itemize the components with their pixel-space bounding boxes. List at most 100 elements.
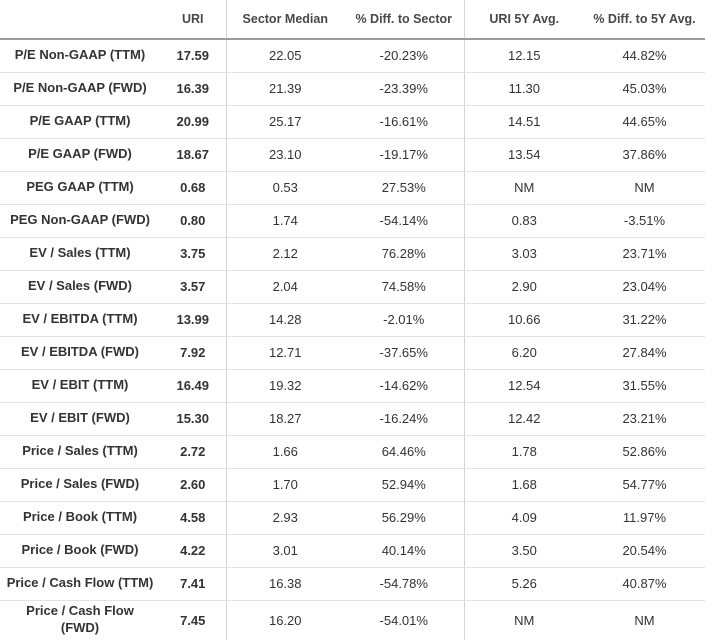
cell-diff_sector: -37.65% (344, 336, 464, 370)
cell-diff_5y: 23.71% (584, 237, 705, 271)
table-row: Price / Sales (TTM) 2.72 1.66 64.46% 1.78 52.… (0, 435, 705, 469)
cell-sector_median: 12.71 (225, 336, 344, 370)
column-header-sector-median: Sector Median (225, 0, 344, 40)
cell-uri: 0.68 (160, 171, 226, 205)
cell-uri_5y: 1.68 (463, 468, 584, 502)
cell-metric: Price / Cash Flow (TTM) (0, 567, 160, 601)
cell-diff_sector: -54.78% (344, 567, 464, 601)
table-row: Price / Sales (FWD) 2.60 1.70 52.94% 1.68 54.… (0, 468, 705, 502)
cell-uri_5y: NM (463, 600, 584, 640)
cell-diff_5y: 27.84% (584, 336, 705, 370)
cell-sector_median: 2.04 (225, 270, 344, 304)
header-row: URI Sector Median % Diff. to Sector URI … (0, 0, 705, 40)
cell-metric: EV / EBIT (TTM) (0, 369, 160, 403)
cell-diff_sector: -23.39% (344, 72, 464, 106)
cell-sector_median: 16.20 (225, 600, 344, 640)
cell-uri: 18.67 (160, 138, 226, 172)
cell-uri: 3.75 (160, 237, 226, 271)
cell-metric: Price / Cash Flow (FWD) (26, 603, 134, 636)
cell-metric: P/E Non-GAAP (TTM) (0, 39, 160, 73)
cell-sector_median: 18.27 (225, 402, 344, 436)
cell-diff_5y: -3.51% (584, 204, 705, 238)
table-row: EV / Sales (FWD) 3.57 2.04 74.58% 2.90 23.04% (0, 270, 705, 304)
cell-sector_median: 0.53 (225, 171, 344, 205)
cell-diff_5y: NM (634, 612, 655, 628)
cell-diff_5y: 44.65% (584, 105, 705, 139)
cell-uri: 7.92 (160, 336, 226, 370)
cell-diff_5y: 54.77% (584, 468, 705, 502)
table-header: URI Sector Median % Diff. to Sector URI … (0, 0, 705, 40)
cell-sector_median: 1.66 (225, 435, 344, 469)
cell-metric: P/E Non-GAAP (FWD) (0, 72, 160, 106)
cell-uri: 4.22 (160, 534, 226, 568)
table-row: Price / Book (FWD) 4.22 3.01 40.14% 3.50 20.5… (0, 534, 705, 568)
cell-uri: 16.39 (160, 72, 226, 106)
cell-uri_5y: 14.51 (463, 105, 584, 139)
cell-metric: Price / Sales (FWD) (0, 468, 160, 502)
cell-diff_5y: 45.03% (584, 72, 705, 106)
cell-diff_5y: 44.82% (584, 39, 705, 73)
cell-diff_5y: 31.55% (584, 369, 705, 403)
cell-uri_5y: 0.83 (463, 204, 584, 238)
cell-uri: 2.72 (160, 435, 226, 469)
cell-diff_5y: 52.86% (584, 435, 705, 469)
cell-sector_median: 25.17 (225, 105, 344, 139)
table-row: Price / Cash Flow (TTM) 7.41 16.38 -54.78% 5… (0, 567, 705, 601)
cell-diff_5y: 37.86% (584, 138, 705, 172)
table-row: EV / EBIT (TTM) 16.49 19.32 -14.62% 12.54 31.… (0, 369, 705, 403)
cell-sector_median: 2.12 (225, 237, 344, 271)
cell-uri: 2.60 (160, 468, 226, 502)
cell-diff_sector: 52.94% (344, 468, 464, 502)
cell-sector_median: 1.70 (225, 468, 344, 502)
cell-metric: P/E GAAP (FWD) (0, 138, 160, 172)
table-row: EV / EBITDA (FWD) 7.92 12.71 -37.65% 6.20 27.… (0, 336, 705, 370)
cell-diff_sector: -19.17% (344, 138, 464, 172)
cell-diff_5y: 11.97% (584, 501, 705, 535)
cell-sector_median: 2.93 (225, 501, 344, 535)
column-header-diff-to-5y-avg: % Diff. to 5Y Avg. (584, 0, 705, 40)
cell-uri_5y: 13.54 (463, 138, 584, 172)
cell-diff_sector: -16.24% (344, 402, 464, 436)
column-header-uri-5y-avg: URI 5Y Avg. (463, 0, 584, 40)
cell-diff_sector: -54.14% (344, 204, 464, 238)
cell-metric: Price / Book (TTM) (0, 501, 160, 535)
cell-uri: 17.59 (160, 39, 226, 73)
cell-uri_5y: 11.30 (463, 72, 584, 106)
table-row: P/E GAAP (FWD) 18.67 23.10 -19.17% 13.54 37.8… (0, 138, 705, 172)
table-row: P/E Non-GAAP (FWD) 16.39 21.39 -23.39% 11.30… (0, 72, 705, 106)
cell-metric: Price / Sales (TTM) (0, 435, 160, 469)
cell-diff_sector: 27.53% (344, 171, 464, 205)
table-row: PEG Non-GAAP (FWD) 0.80 1.74 -54.14% 0.83 -3.… (0, 204, 705, 238)
cell-metric: EV / Sales (TTM) (0, 237, 160, 271)
cell-uri_5y: NM (463, 171, 584, 205)
cell-uri: 7.45 (180, 612, 206, 628)
cell-diff_sector: 64.46% (344, 435, 464, 469)
cell-diff_5y: 40.87% (584, 567, 705, 601)
table-row: EV / EBIT (FWD) 15.30 18.27 -16.24% 12.42 23.… (0, 402, 705, 436)
cell-uri_5y: 12.54 (463, 369, 584, 403)
column-header-metric (0, 0, 160, 40)
cell-uri: 3.57 (160, 270, 226, 304)
cell-sector_median: 1.74 (225, 204, 344, 238)
table-row: EV / Sales (TTM) 3.75 2.12 76.28% 3.03 23.71% (0, 237, 705, 271)
cell-uri_5y: 1.78 (463, 435, 584, 469)
table-row: PEG GAAP (TTM) 0.68 0.53 27.53% NM NM (0, 171, 705, 205)
cell-uri_5y: 3.03 (463, 237, 584, 271)
column-header-uri: URI (160, 0, 226, 40)
cell-metric: P/E GAAP (TTM) (0, 105, 160, 139)
cell-sector_median: 19.32 (225, 369, 344, 403)
cell-uri: 4.58 (160, 501, 226, 535)
cell-uri_5y: 3.50 (463, 534, 584, 568)
cell-uri_5y: 5.26 (463, 567, 584, 601)
cell-diff_5y: 20.54% (584, 534, 705, 568)
cell-uri: 7.41 (160, 567, 226, 601)
cell-metric: EV / EBITDA (FWD) (0, 336, 160, 370)
cell-metric: EV / EBITDA (TTM) (0, 303, 160, 337)
cell-diff_sector: 76.28% (344, 237, 464, 271)
cell-uri: 0.80 (160, 204, 226, 238)
cell-diff_sector: 40.14% (344, 534, 464, 568)
cell-uri_5y: 10.66 (463, 303, 584, 337)
cell-sector_median: 22.05 (225, 39, 344, 73)
cell-diff_5y: NM (584, 171, 705, 205)
